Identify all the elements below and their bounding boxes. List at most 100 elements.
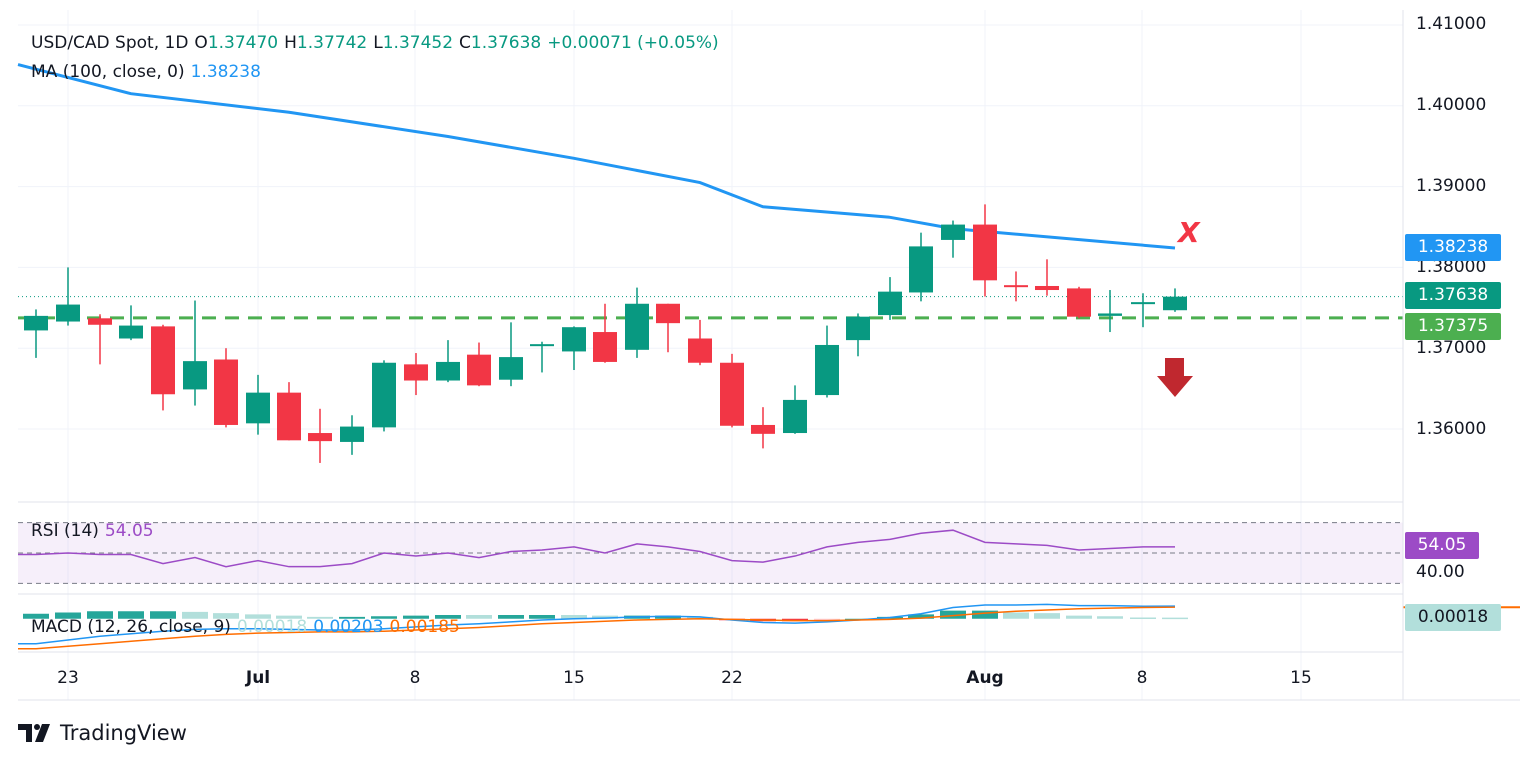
candle-body (941, 224, 965, 240)
rsi-polyline (18, 529, 1176, 568)
candle-body (593, 332, 617, 362)
x-tick: Jul (245, 668, 271, 688)
x-tick: 15 (1290, 668, 1312, 688)
macd-histogram-bar (655, 615, 681, 619)
support-price-label: 1.37375 (1405, 313, 1501, 340)
legend-change: +0.00071 (+0.05%) (547, 33, 719, 53)
legend-close-value: 1.37638 (470, 33, 542, 53)
legend-high-value: 1.37742 (296, 33, 368, 53)
macd-line (18, 603, 1176, 645)
candle-body (625, 303, 649, 350)
candle-body (24, 315, 48, 331)
candle-body (815, 344, 839, 396)
candle-body (436, 361, 460, 381)
legend-low-value: 1.37452 (382, 33, 454, 53)
brand-name: TradingView (60, 721, 187, 745)
macd-histogram-bar (466, 615, 492, 619)
rsi-level-tick: 40.00 (1416, 562, 1465, 582)
tradingview-logo[interactable]: TradingView (18, 718, 187, 748)
candle-body (1163, 296, 1187, 311)
macd-histogram-bar (435, 615, 461, 619)
ma-price-label: 1.38238 (1405, 234, 1501, 261)
macd-histogram-bar (307, 616, 333, 619)
x-tick: 8 (1136, 668, 1148, 688)
ma-100-line (17, 63, 1176, 250)
ma-100-polyline (17, 63, 1176, 250)
candle-body (372, 362, 396, 428)
candle-body (720, 362, 744, 426)
candle-body (183, 361, 207, 390)
macd-histogram-bar (371, 616, 397, 619)
macd-histogram-bar (1066, 615, 1092, 619)
macd-histogram-bar (687, 616, 713, 619)
candle-body (562, 327, 586, 352)
legend-ohlc: USD/CAD Spot, 1D O1.37470 H1.37742 L1.37452… (31, 33, 725, 53)
rsi-pane (18, 522, 1403, 584)
x-tick: 22 (721, 668, 743, 688)
macd-histogram-bar (276, 615, 302, 619)
legend-close-label: C (459, 33, 471, 53)
macd-histogram-bar (55, 612, 81, 619)
candle-body (277, 392, 301, 441)
macd-histogram-bar (118, 611, 144, 619)
candle-body (878, 291, 902, 316)
legend-symbol[interactable]: USD/CAD Spot, 1D (31, 33, 189, 53)
price-tick: 1.40000 (1416, 95, 1487, 115)
last-price-label: 1.37638 (1405, 282, 1501, 309)
candle-body (119, 325, 143, 339)
macd-histogram-bar (1097, 616, 1123, 619)
candle-body (530, 344, 554, 347)
rsi-value-label: 54.05 (1405, 532, 1479, 559)
legend-ma-label[interactable]: MA (100, close, 0) (31, 62, 185, 82)
candle-body (246, 392, 270, 424)
price-tick: 1.39000 (1416, 176, 1487, 196)
legend-rsi-value: 54.05 (104, 521, 154, 541)
candle-body (214, 359, 238, 425)
candle-body (88, 318, 112, 325)
x-tick: 15 (563, 668, 585, 688)
macd-signal-line (18, 606, 1176, 650)
candle-body (308, 433, 332, 442)
macd-histogram-bar (339, 616, 365, 619)
macd-histogram-bar (561, 615, 587, 619)
candle-body (688, 338, 712, 363)
candle-body (499, 357, 523, 380)
candle-body (846, 316, 870, 341)
candlestick-series (24, 204, 1187, 463)
macd-histogram-bar (245, 614, 271, 619)
macd-histogram-bar (529, 615, 555, 619)
macd-histogram-bar (87, 611, 113, 619)
legend-macd: MACD (12, 26, close, 9) 0.00018 0.00203 0.0… (31, 617, 466, 637)
candle-body (1004, 285, 1028, 288)
x-tick: 8 (409, 668, 421, 688)
candle-body (1035, 285, 1059, 291)
legend-macd-label[interactable]: MACD (12, 26, close, 9) (31, 617, 231, 637)
x-tick: Aug (966, 668, 1004, 688)
legend-macd-line: 0.00203 (313, 617, 384, 637)
macd-histogram-bar (403, 615, 429, 619)
candle-body (56, 304, 80, 322)
axis-dividers (18, 10, 1520, 701)
macd-histogram-bar (213, 613, 239, 619)
legend-rsi-label[interactable]: RSI (14) (31, 521, 99, 541)
candle-body (783, 399, 807, 434)
candle-body (1131, 302, 1155, 305)
macd-histogram-bar (814, 618, 840, 621)
candle-body (1067, 288, 1091, 317)
candle-body (656, 303, 680, 324)
legend-ma: MA (100, close, 0) 1.38238 (31, 62, 267, 82)
legend-open-value: 1.37470 (207, 33, 279, 53)
x-tick: 23 (57, 668, 79, 688)
price-tick: 1.36000 (1416, 419, 1487, 439)
price-tick: 1.37000 (1416, 338, 1487, 358)
price-tick: 1.38000 (1416, 257, 1487, 277)
legend-open-label: O (194, 33, 208, 53)
macd-histogram-bar (940, 610, 966, 619)
macd-histogram-bar (592, 615, 618, 619)
down-arrow-icon (1157, 358, 1193, 397)
legend-low-label: L (373, 33, 383, 53)
legend-rsi: RSI (14) 54.05 (31, 521, 160, 541)
tradingview-logo-icon (18, 724, 50, 742)
legend-ma-value: 1.38238 (190, 62, 261, 82)
macd-histogram-bar (1003, 612, 1029, 619)
